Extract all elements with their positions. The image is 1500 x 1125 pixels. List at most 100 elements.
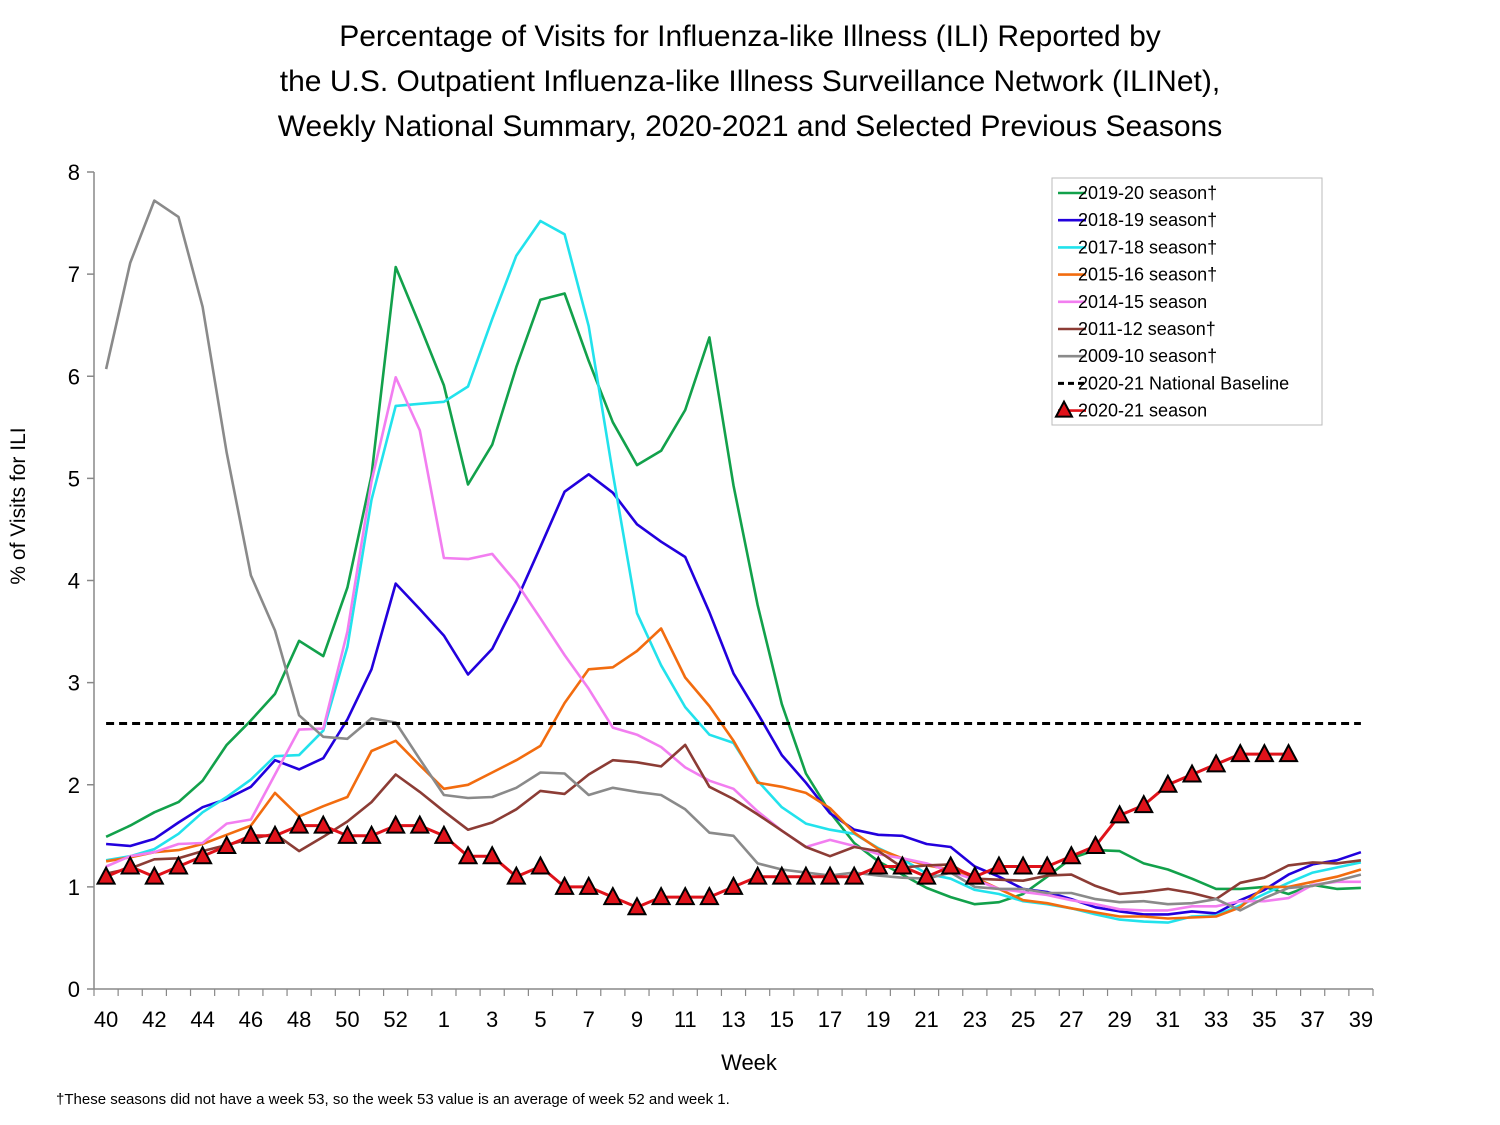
x-tick-label: 13 (721, 1007, 745, 1032)
x-tick-label: 1 (438, 1007, 450, 1032)
data-point-marker (916, 865, 937, 885)
x-tick-label: 21 (914, 1007, 938, 1032)
y-tick-label: 5 (68, 466, 80, 491)
y-tick-label: 2 (68, 773, 80, 798)
legend-label: 2009-10 season† (1078, 346, 1217, 366)
data-point-marker (264, 824, 286, 844)
x-tick-label: 9 (631, 1007, 643, 1032)
data-point-marker (409, 814, 430, 834)
x-tick-label: 39 (1349, 1007, 1373, 1032)
data-point-marker (1157, 773, 1179, 793)
legend-box (1051, 177, 1323, 426)
data-point-marker (1012, 855, 1034, 875)
series-line-2015-16-season (105, 627, 1362, 920)
chart-title: Percentage of Visits for Influenza-like … (0, 14, 1500, 149)
data-point-marker (1205, 753, 1227, 773)
data-point-marker (699, 885, 720, 906)
y-tick-label: 6 (68, 364, 80, 389)
legend: 2019-20 season† 2018-19 season† 2017-18 se… (1051, 177, 1323, 426)
data-point-marker (602, 885, 624, 906)
x-tick-label: 17 (818, 1007, 842, 1032)
y-tick-label: 1 (68, 875, 80, 900)
legend-label: 2018-19 season† (1078, 210, 1217, 230)
data-point-marker (747, 865, 768, 885)
data-point-marker (1254, 742, 1275, 763)
data-point-marker (843, 865, 865, 885)
data-point-marker (168, 855, 189, 875)
x-tick-label: 44 (190, 1007, 214, 1032)
data-point-marker (1061, 845, 1082, 865)
data-point-marker (892, 855, 913, 875)
x-tick-label: 52 (383, 1007, 407, 1032)
data-point-marker (819, 865, 841, 885)
x-tick-label: 15 (770, 1007, 794, 1032)
data-point-marker (288, 814, 310, 834)
legend-label: 2020-21 season (1078, 401, 1207, 421)
x-tick-label: 31 (1156, 1007, 1180, 1032)
x-tick-label: 42 (142, 1007, 166, 1032)
x-tick-label: 11 (674, 1007, 697, 1032)
x-axis-title: Week (721, 1050, 778, 1075)
data-point-marker (723, 875, 744, 895)
y-tick-label: 4 (68, 569, 80, 594)
series-line-2011-12-season (105, 743, 1362, 901)
data-point-marker (650, 885, 672, 906)
data-point-marker (385, 814, 406, 834)
data-point-marker (1085, 834, 1106, 855)
data-point-marker (337, 824, 358, 844)
data-point-marker (795, 865, 817, 885)
x-tick-label: 27 (1059, 1007, 1083, 1032)
x-tick-label: 7 (583, 1007, 595, 1032)
data-point-marker (1037, 855, 1058, 875)
x-tick-label: 5 (534, 1007, 546, 1032)
legend-marker (1054, 399, 1074, 418)
x-tick-label: 19 (866, 1007, 890, 1032)
y-axis-title: % of Visits for ILI (7, 427, 30, 584)
data-point-marker (457, 845, 479, 865)
data-point-marker (940, 855, 961, 875)
legend-label: 2017-18 season† (1078, 237, 1217, 257)
data-point-marker (1230, 742, 1251, 763)
series-line-2019-20-season (105, 265, 1361, 906)
data-point-marker (144, 865, 165, 885)
data-point-marker (988, 855, 1010, 875)
data-point-marker (578, 875, 599, 895)
chart-title-line-2: the U.S. Outpatient Influenza-like Illne… (279, 65, 1221, 98)
data-point-marker (433, 824, 455, 844)
y-tick-label: 3 (68, 671, 80, 696)
data-point-marker (868, 855, 889, 875)
data-point-marker (626, 896, 648, 916)
data-point-marker (1109, 804, 1130, 824)
data-point-marker (1278, 742, 1299, 763)
x-tick-label: 37 (1300, 1007, 1324, 1032)
x-tick-label: 3 (486, 1007, 498, 1032)
data-point-marker (506, 865, 527, 885)
data-point-marker (361, 824, 382, 844)
series-line-2020-21-season (105, 752, 1289, 909)
series-line-2009-10-season (104, 199, 1362, 912)
data-point-marker (240, 824, 262, 844)
x-tick-label: 46 (239, 1007, 263, 1032)
data-point-marker (771, 865, 792, 885)
x-tick-label: 25 (1011, 1007, 1035, 1032)
y-tick-label: 7 (68, 262, 80, 287)
data-point-marker (554, 875, 575, 895)
x-tick-label: 48 (287, 1007, 311, 1032)
chart-title-line-1: Percentage of Visits for Influenza-like … (339, 20, 1161, 53)
chart-title-line-3: Weekly National Summary, 2020-2021 and S… (277, 110, 1223, 143)
legend-label: 2011-12 season† (1078, 319, 1216, 339)
data-point-marker (1181, 763, 1203, 783)
x-tick-label: 29 (1107, 1007, 1131, 1032)
data-point-marker (192, 845, 213, 865)
series-line-2018-19-season (105, 472, 1362, 916)
data-point-marker (675, 885, 696, 906)
data-point-marker (313, 814, 334, 834)
data-point-marker (216, 834, 237, 855)
legend-label: 2019-20 season† (1078, 183, 1217, 203)
data-point-marker (1133, 794, 1154, 814)
x-tick-label: 33 (1204, 1007, 1228, 1032)
y-tick-label: 0 (68, 977, 80, 1002)
data-point-marker (964, 865, 985, 885)
